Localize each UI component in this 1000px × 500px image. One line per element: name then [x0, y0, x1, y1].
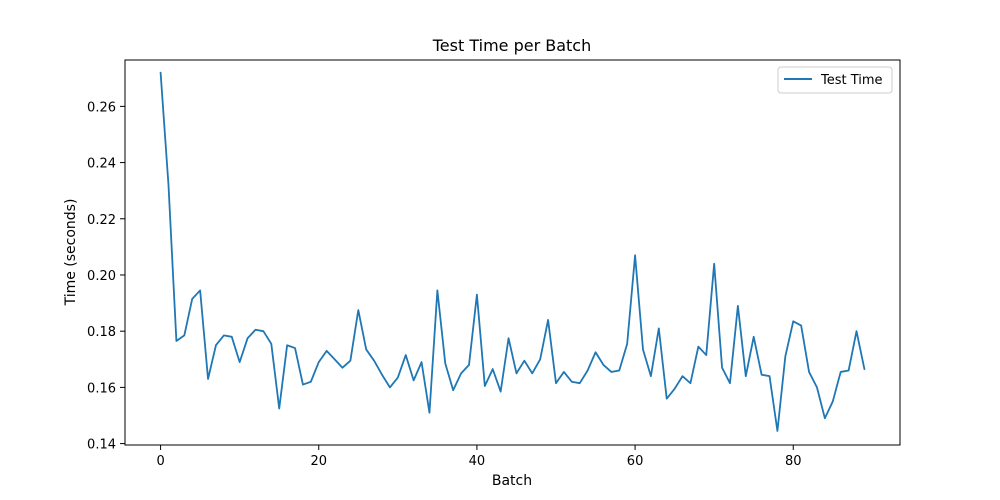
plot-area: [124, 59, 901, 446]
x-axis: 0 20 40 60 80: [156, 445, 802, 469]
legend-label: Test Time: [820, 73, 883, 88]
y-tick-label: 0.16: [87, 381, 116, 396]
x-tick-label: 0: [156, 454, 164, 469]
x-tick-label: 80: [785, 454, 802, 469]
y-tick-label: 0.22: [87, 213, 116, 228]
axes-frame: [124, 59, 901, 446]
x-tick-label: 40: [469, 454, 486, 469]
series-line-test-time: [159, 71, 866, 432]
y-axis: 0.14 0.16 0.18 0.20 0.22 0.24 0.26: [87, 100, 125, 453]
x-tick-label: 20: [310, 454, 327, 469]
series-layer: [159, 71, 866, 432]
y-tick-label: 0.18: [87, 325, 116, 340]
chart-title: Test Time per Batch: [432, 36, 592, 55]
legend: Test Time: [777, 66, 893, 94]
x-tick-label: 60: [627, 454, 644, 469]
x-axis-label: Batch: [492, 473, 532, 489]
y-tick-label: 0.14: [87, 438, 116, 453]
y-tick-label: 0.26: [87, 100, 116, 115]
y-tick-label: 0.24: [87, 157, 116, 172]
legend-box: [777, 66, 893, 94]
y-tick-label: 0.20: [87, 269, 116, 284]
y-axis-label: Time (seconds): [63, 199, 79, 307]
